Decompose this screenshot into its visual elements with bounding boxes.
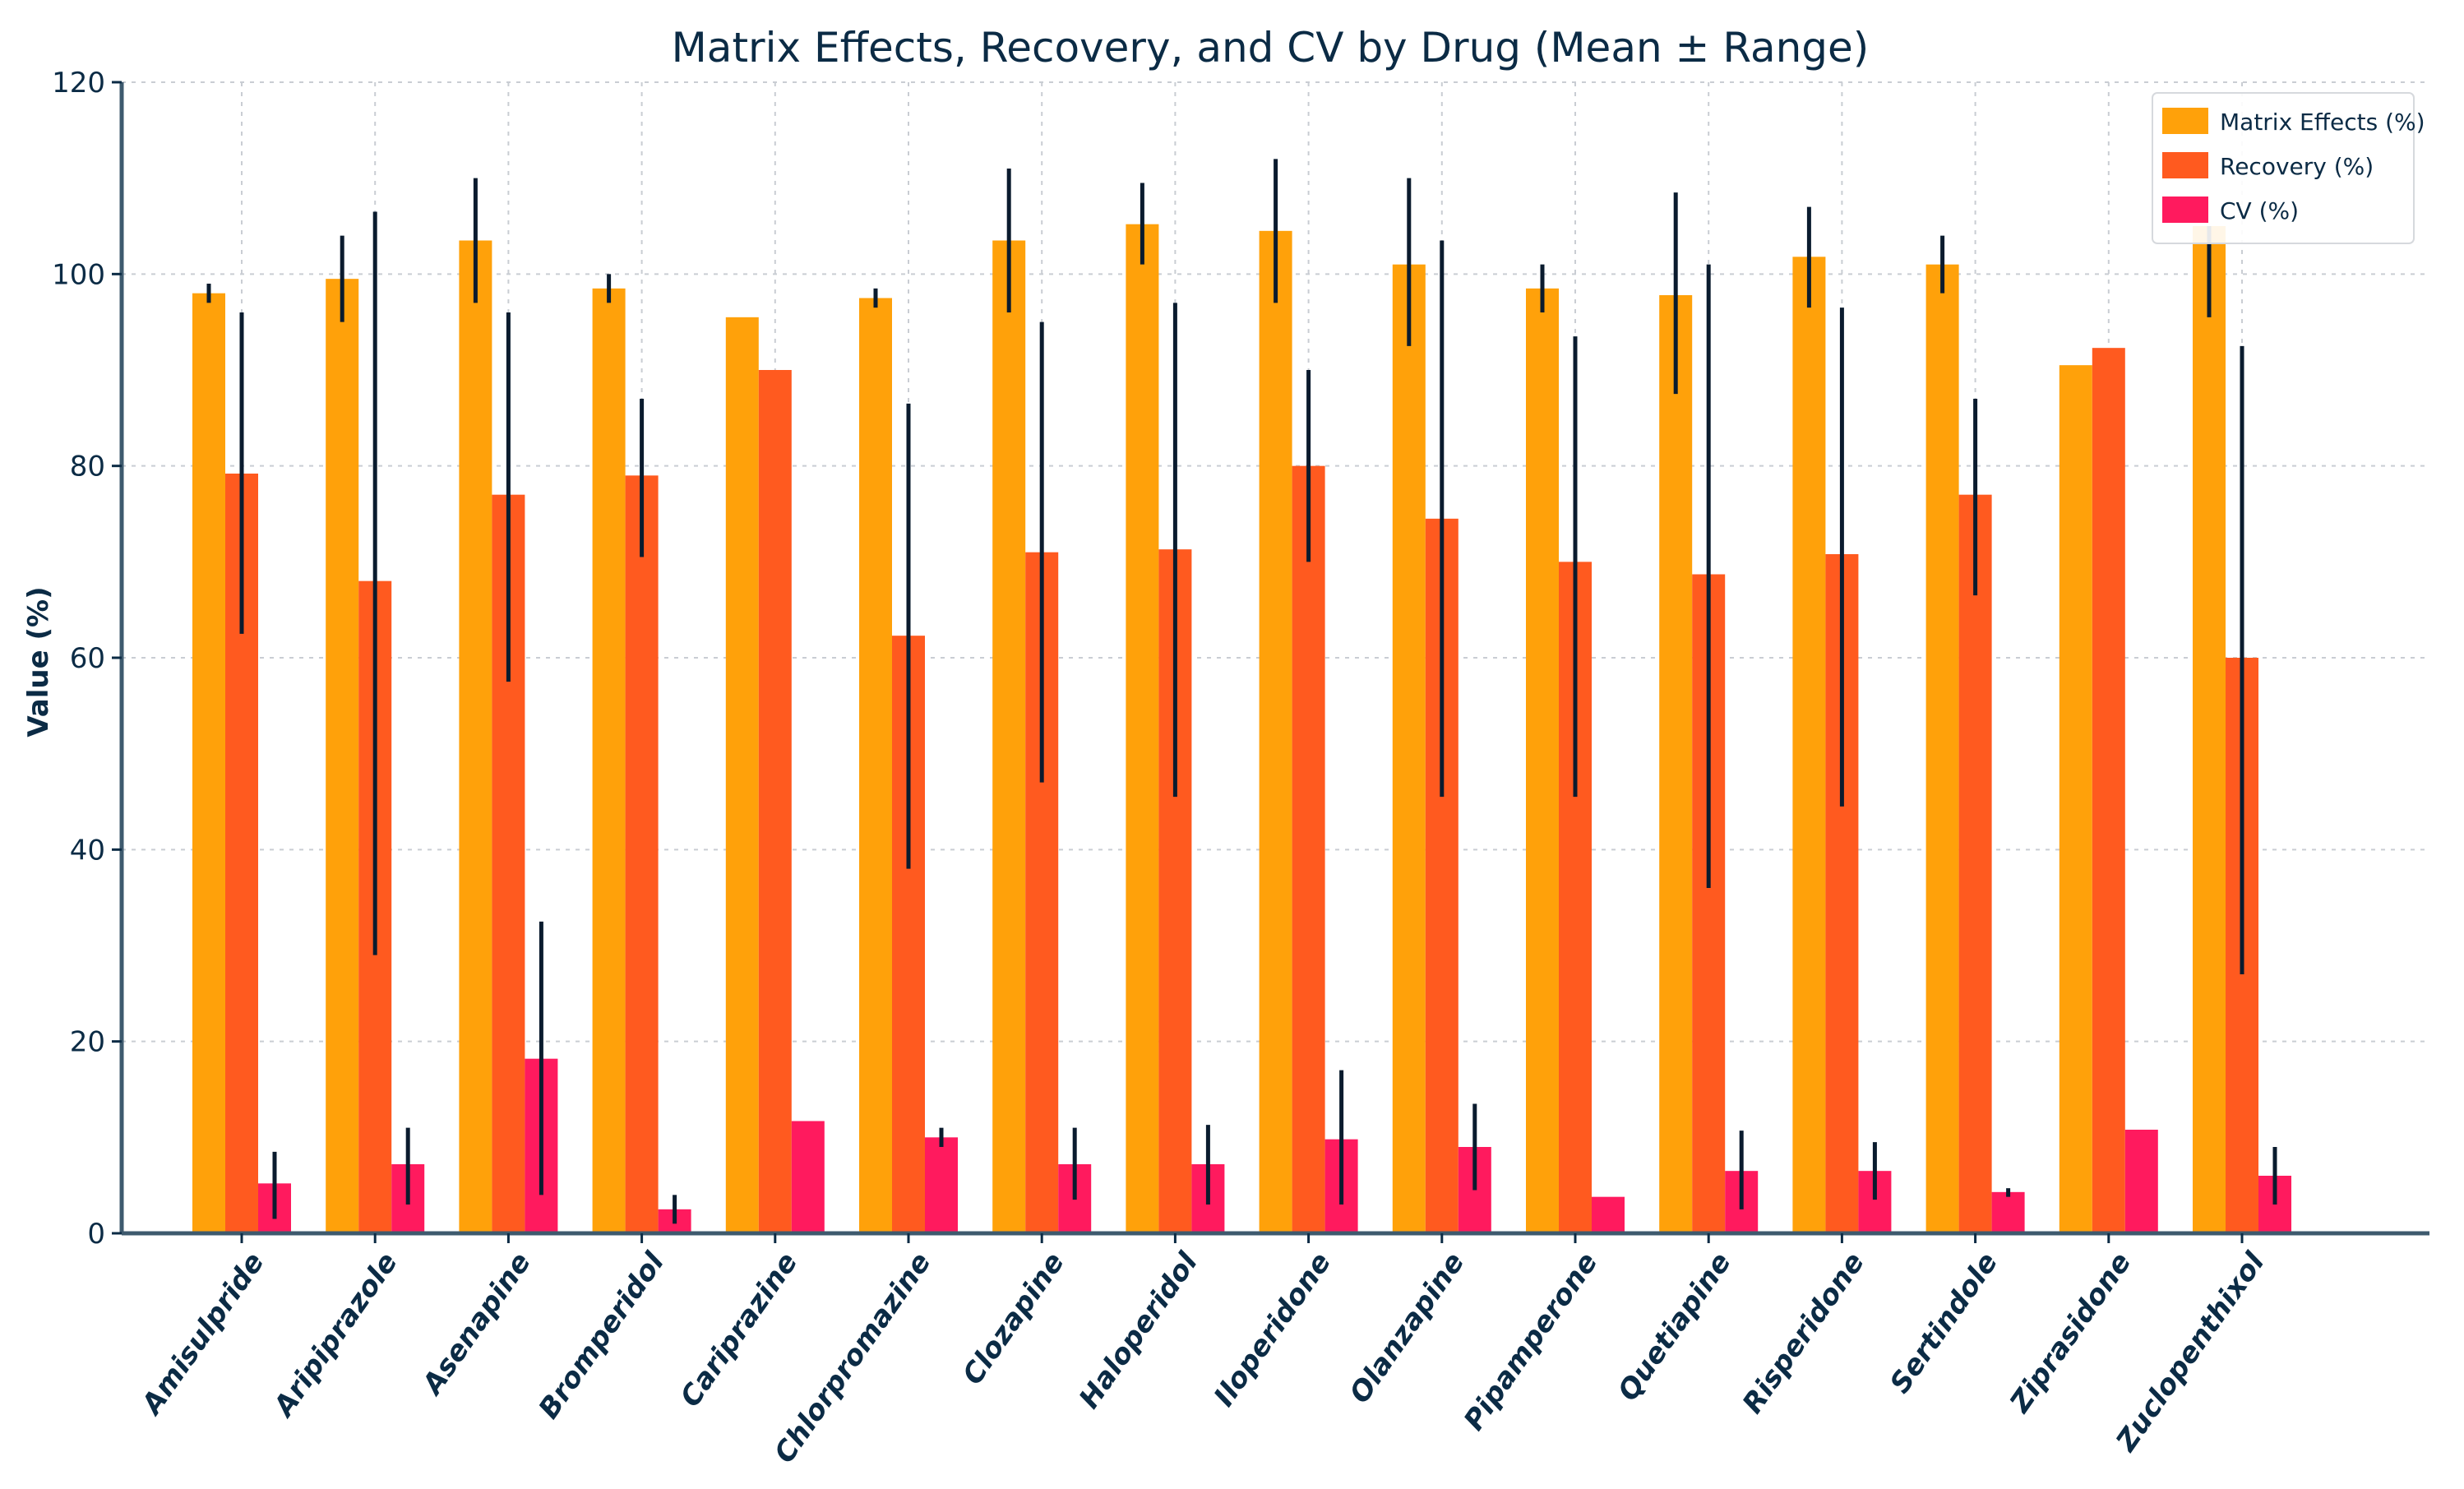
error-bars xyxy=(206,159,2277,1224)
y-tick-labels: 0 20 40 60 80 100 120 xyxy=(52,67,122,1251)
x-tick-label: Haloperidol xyxy=(1073,1246,1205,1415)
x-tick-label: Aripiprazole xyxy=(266,1246,405,1424)
x-tick-label: Sertindole xyxy=(1884,1246,2004,1399)
bar-0-10 xyxy=(1526,288,1559,1233)
x-tick-label: Amisulpride xyxy=(134,1246,270,1422)
bar-0-4 xyxy=(725,317,759,1233)
y-tick-label: 100 xyxy=(52,258,105,291)
x-tick-label: Bromperidol xyxy=(532,1246,671,1425)
bar-1-4 xyxy=(758,370,792,1233)
y-tick-label: 40 xyxy=(70,834,105,867)
y-tick-label: 0 xyxy=(87,1218,105,1251)
bar-0-3 xyxy=(592,288,626,1233)
x-tick-label: Clozapine xyxy=(956,1246,1070,1390)
bar-2-4 xyxy=(791,1121,825,1233)
bar-0-13 xyxy=(1925,264,1959,1234)
x-tick-label: Zuclopenthixol xyxy=(2110,1246,2272,1458)
bar-2-13 xyxy=(1991,1191,2025,1233)
x-tick-label: Ziprasidone xyxy=(2004,1246,2138,1419)
y-tick-label: 60 xyxy=(70,642,105,675)
bar-1-14 xyxy=(2092,348,2125,1234)
y-tick-label: 20 xyxy=(70,1026,105,1059)
x-tick-label: Quetiapine xyxy=(1611,1246,1737,1407)
bar-0-7 xyxy=(1126,224,1159,1234)
bar-0-2 xyxy=(459,240,492,1233)
x-tick-label: Asenapine xyxy=(415,1246,538,1402)
x-tick-label: Olanzapine xyxy=(1343,1246,1471,1409)
y-tick-label: 120 xyxy=(52,67,105,99)
bar-2-14 xyxy=(2124,1130,2158,1233)
legend-label-0: Matrix Effects (%) xyxy=(2220,109,2425,136)
bar-0-9 xyxy=(1392,264,1426,1234)
bar-0-0 xyxy=(192,293,225,1234)
bar-0-5 xyxy=(859,298,892,1233)
bar-0-12 xyxy=(1792,257,1826,1233)
chart-title: Matrix Effects, Recovery, and CV by Drug… xyxy=(672,24,1870,72)
bar-1-8 xyxy=(1292,465,1325,1233)
bar-1-13 xyxy=(1958,494,1992,1233)
x-tick-label: Iloperidone xyxy=(1208,1246,1338,1413)
legend[interactable]: Matrix Effects (%) Recovery (%) CV (%) xyxy=(2152,92,2425,244)
bar-0-15 xyxy=(2193,226,2226,1233)
legend-swatch-1 xyxy=(2162,152,2208,178)
legend-swatch-0 xyxy=(2162,108,2208,134)
legend-swatch-2 xyxy=(2162,197,2208,223)
bar-2-10 xyxy=(1592,1196,1625,1233)
bar-0-1 xyxy=(326,279,359,1234)
legend-box xyxy=(2152,92,2415,244)
bar-2-5 xyxy=(925,1137,958,1233)
bar-0-14 xyxy=(2059,365,2092,1234)
bar-0-8 xyxy=(1259,230,1292,1233)
bar-0-6 xyxy=(992,240,1026,1233)
bars xyxy=(192,224,2291,1234)
y-tick-label: 80 xyxy=(70,451,105,483)
legend-label-2: CV (%) xyxy=(2220,197,2299,224)
bar-1-3 xyxy=(625,475,659,1233)
bar-0-11 xyxy=(1659,295,1693,1233)
x-tick-label: Pipamperone xyxy=(1458,1246,1604,1436)
legend-label-1: Recovery (%) xyxy=(2220,153,2374,180)
x-tick-label: Risperidone xyxy=(1736,1246,1871,1419)
y-axis-label: Value (%) xyxy=(22,586,55,737)
x-tick-label: Cariprazine xyxy=(674,1246,804,1413)
